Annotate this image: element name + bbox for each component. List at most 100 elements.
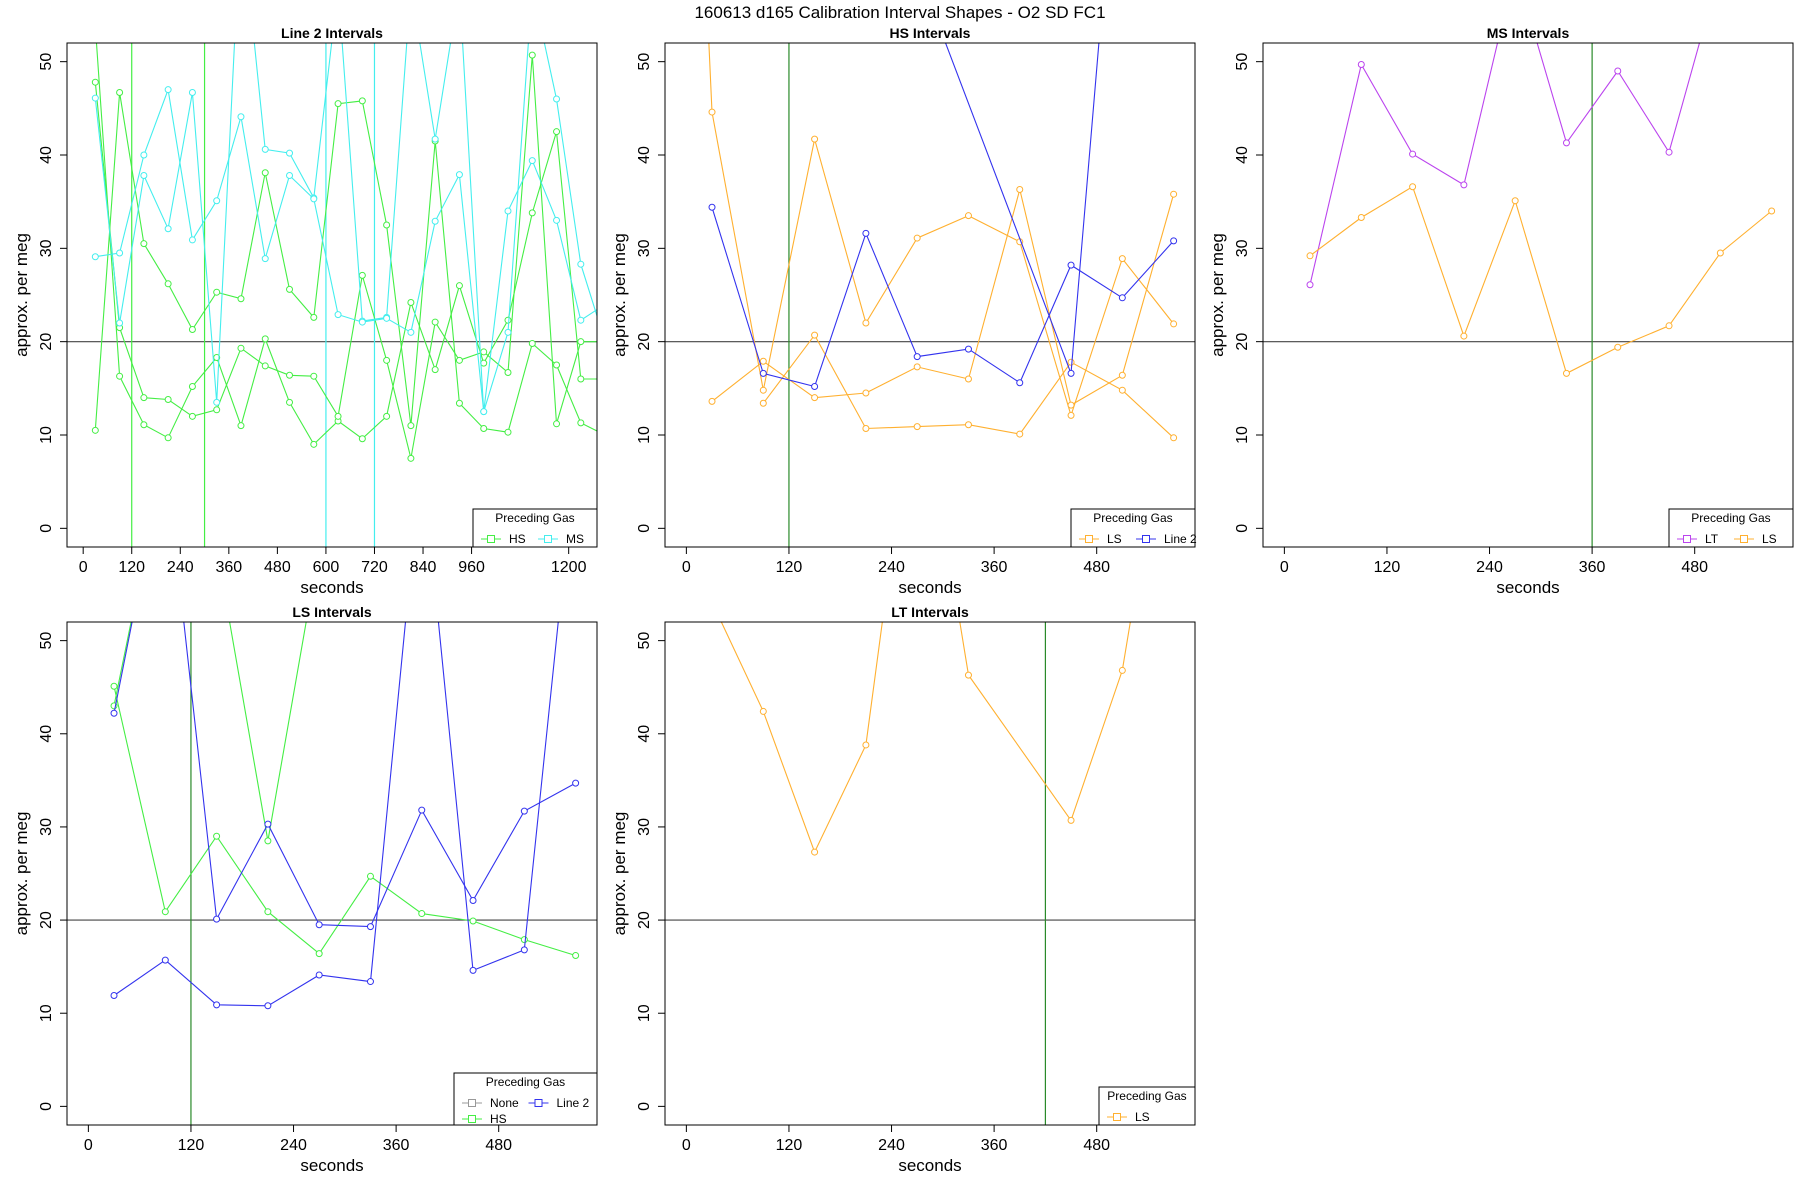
series bbox=[91, 43, 608, 416]
y-axis-label: approx. per meg bbox=[12, 233, 31, 357]
data-point bbox=[164, 396, 172, 404]
x-axis-label: seconds bbox=[300, 578, 363, 597]
data-point bbox=[261, 255, 269, 263]
legend-swatch bbox=[468, 1115, 476, 1123]
x-tick-label: 0 bbox=[84, 1137, 93, 1154]
legend-swatch bbox=[544, 535, 552, 543]
data-point bbox=[237, 113, 245, 121]
data-point bbox=[528, 340, 536, 348]
data-point bbox=[286, 371, 294, 379]
data-point bbox=[1665, 148, 1673, 156]
data-point bbox=[572, 951, 580, 959]
data-point bbox=[553, 216, 561, 224]
data-point bbox=[1016, 430, 1024, 438]
data-point bbox=[407, 454, 415, 462]
legend-label: LS bbox=[1135, 1110, 1150, 1124]
data-point bbox=[334, 311, 342, 319]
y-tick-label: 50 bbox=[636, 53, 653, 71]
data-point bbox=[91, 426, 99, 434]
legend-swatch bbox=[1740, 535, 1748, 543]
data-point bbox=[708, 203, 716, 211]
x-tick-label: 240 bbox=[167, 559, 194, 576]
data-point bbox=[913, 363, 921, 371]
data-point bbox=[116, 372, 124, 380]
data-point bbox=[504, 328, 512, 336]
panel-title: LS Intervals bbox=[292, 604, 372, 620]
data-point bbox=[140, 151, 148, 159]
chart-panel: HS Intervals seconds approx. per meg 0 120 24… bbox=[610, 25, 1197, 597]
plot-area bbox=[67, 622, 597, 1125]
data-point bbox=[1067, 358, 1075, 366]
y-tick-label: 10 bbox=[1234, 426, 1251, 444]
data-point bbox=[91, 253, 99, 261]
data-point bbox=[602, 301, 608, 307]
legend-label: HS bbox=[490, 1112, 507, 1126]
data-point bbox=[811, 848, 819, 856]
data-point bbox=[334, 412, 342, 420]
series bbox=[91, 88, 597, 436]
y-tick-label: 0 bbox=[1234, 524, 1251, 533]
panel-title: Line 2 Intervals bbox=[281, 25, 383, 41]
data-point bbox=[1614, 343, 1622, 351]
y-axis: 0 10 20 30 40 50 bbox=[38, 632, 68, 1111]
data-point bbox=[358, 435, 366, 443]
data-point bbox=[358, 271, 366, 279]
data-point bbox=[116, 249, 124, 257]
data-point bbox=[455, 399, 463, 407]
x-tick-label: 480 bbox=[264, 559, 291, 576]
data-point bbox=[553, 95, 561, 103]
data-point bbox=[334, 100, 342, 108]
data-point bbox=[213, 1001, 221, 1009]
data-point bbox=[577, 260, 585, 268]
data-point bbox=[811, 382, 819, 390]
legend-title: Preceding Gas bbox=[486, 1075, 565, 1089]
x-tick-label: 0 bbox=[682, 559, 691, 576]
x-tick-label: 240 bbox=[280, 1137, 307, 1154]
data-point bbox=[1067, 401, 1075, 409]
data-point bbox=[188, 326, 196, 334]
series-line bbox=[708, 43, 1175, 418]
data-point bbox=[964, 671, 972, 679]
data-point bbox=[161, 956, 169, 964]
legend: Preceding Gas None Line 2 HS bbox=[453, 1072, 598, 1126]
y-tick-label: 10 bbox=[636, 1004, 653, 1022]
data-point bbox=[811, 135, 819, 143]
plot-area bbox=[1263, 43, 1793, 547]
data-point bbox=[140, 240, 148, 248]
y-tick-label: 40 bbox=[38, 146, 55, 164]
data-point bbox=[407, 422, 415, 430]
legend: Preceding Gas HS MS bbox=[472, 508, 598, 548]
data-point bbox=[455, 282, 463, 290]
data-point bbox=[188, 412, 196, 420]
series-line bbox=[113, 686, 576, 957]
plot-frame bbox=[66, 42, 598, 548]
legend-box bbox=[1070, 508, 1196, 548]
x-tick-label: 120 bbox=[178, 1137, 205, 1154]
data-point bbox=[708, 108, 716, 116]
data-point bbox=[383, 314, 391, 322]
data-point bbox=[913, 423, 921, 431]
data-point bbox=[520, 807, 528, 815]
x-tick-label: 600 bbox=[313, 559, 340, 576]
chart-panel: MS Intervals seconds approx. per meg 0 120 24… bbox=[1208, 25, 1794, 597]
data-point bbox=[1716, 249, 1724, 257]
series-line bbox=[711, 189, 1175, 406]
data-point bbox=[577, 316, 585, 324]
legend-box bbox=[1668, 508, 1794, 548]
data-point bbox=[913, 353, 921, 361]
data-point bbox=[811, 394, 819, 402]
y-tick-label: 40 bbox=[636, 146, 653, 164]
data-point bbox=[366, 872, 374, 880]
data-point bbox=[110, 709, 118, 717]
data-point bbox=[1170, 237, 1178, 245]
plot-area bbox=[67, 43, 608, 547]
data-point bbox=[286, 398, 294, 406]
data-point bbox=[161, 908, 169, 916]
x-tick-label: 720 bbox=[361, 559, 388, 576]
data-point bbox=[366, 923, 374, 931]
data-point bbox=[1511, 197, 1519, 205]
data-point bbox=[528, 51, 536, 59]
data-point bbox=[286, 285, 294, 293]
x-tick-label: 120 bbox=[776, 559, 803, 576]
data-point bbox=[213, 398, 221, 406]
